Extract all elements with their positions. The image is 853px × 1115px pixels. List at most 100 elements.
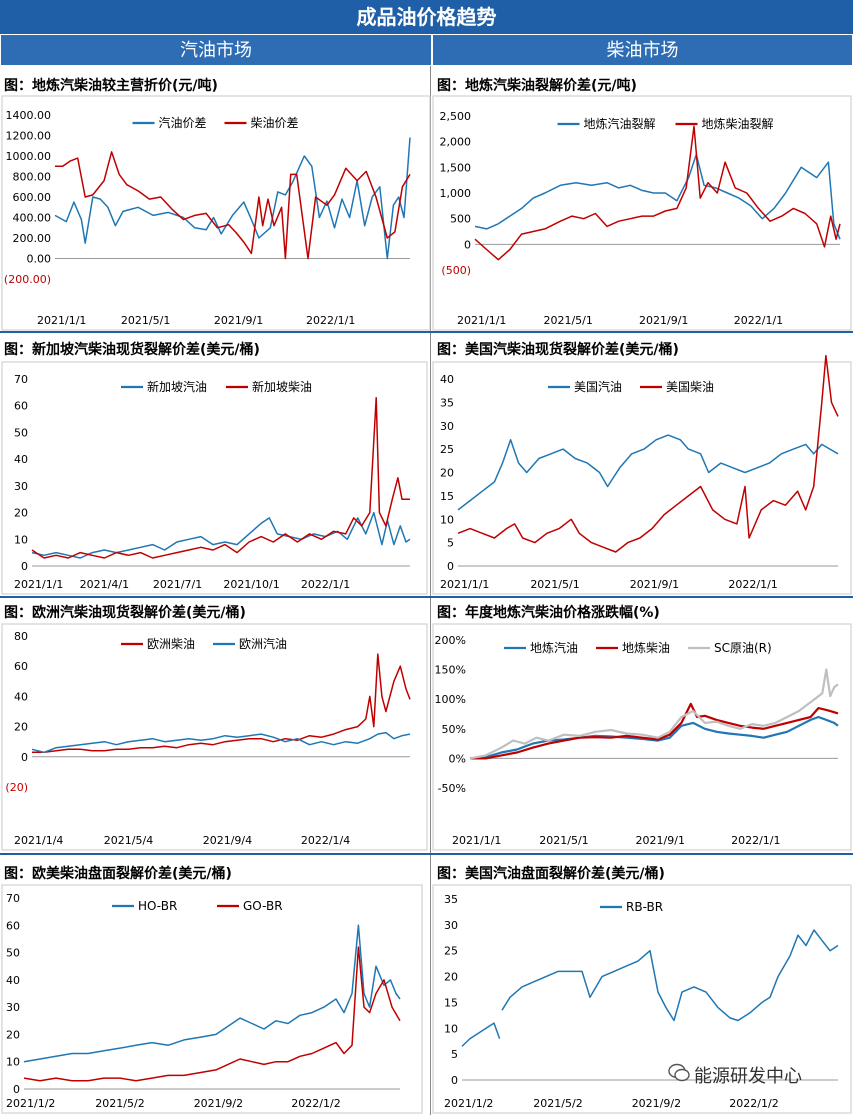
y-tick-label: 0% xyxy=(449,752,466,765)
y-tick-label: 40 xyxy=(14,690,28,703)
y-tick-label: 100% xyxy=(435,693,466,706)
y-tick-label: 20 xyxy=(440,467,454,480)
y-tick-label: 20 xyxy=(14,721,28,734)
chart-title: 图：欧洲汽柴油现货裂解价差(美元/桶) xyxy=(4,604,246,621)
chart-title: 图：新加坡汽柴油现货裂解价差(美元/桶) xyxy=(4,341,260,358)
y-tick-label: 1,500 xyxy=(440,161,472,174)
chart-frame xyxy=(432,361,852,595)
chart-title: 图：美国汽柴油现货裂解价差(美元/桶) xyxy=(437,341,679,358)
x-tick-label: 2022/1/2 xyxy=(291,1097,340,1110)
x-tick-label: 2021/9/1 xyxy=(639,314,688,327)
y-tick-label: 2,000 xyxy=(440,136,472,149)
series-line-2 xyxy=(55,151,411,260)
legend-label: 地炼柴油裂解 xyxy=(702,116,774,131)
y-tick-label: 20 xyxy=(444,971,458,984)
y-tick-label: 1,000 xyxy=(440,187,472,200)
chart-c1: 图：地炼汽柴油较主营折价(元/吨) 1400.00 1200.00 1000.00 80… xyxy=(1,77,431,331)
legend-label: 柴油价差 xyxy=(251,116,299,130)
y-tick-label: 50% xyxy=(442,723,466,736)
x-tick-label: 2022/1/4 xyxy=(301,834,350,847)
x-tick-label: 2021/4/1 xyxy=(80,578,129,591)
chart-frame xyxy=(1,361,428,595)
right-column-header: 柴油市场 xyxy=(432,34,853,66)
y-tick-label: 15 xyxy=(444,996,458,1009)
y-tick-label: 800.00 xyxy=(13,171,52,184)
y-tick-label: 1000.00 xyxy=(6,150,52,163)
x-tick-label: 2022/1/1 xyxy=(301,578,350,591)
series-line-2 xyxy=(31,396,410,559)
y-tick-label: 35 xyxy=(444,893,458,906)
y-tick-label: 80 xyxy=(14,630,28,643)
series-line-1 xyxy=(31,511,411,559)
left-column-header: 汽油市场 xyxy=(0,34,432,66)
chart-title: 图：地炼汽柴油裂解价差(元/吨) xyxy=(437,77,637,94)
series-line-2 xyxy=(474,125,841,261)
series-line-1 xyxy=(32,653,411,754)
y-tick-label: 70 xyxy=(6,892,20,905)
y-tick-label: 0 xyxy=(21,751,28,764)
legend-label: 新加坡汽油 xyxy=(147,379,207,394)
watermark-text: 能源研发中心 xyxy=(694,1066,802,1087)
y-tick-label: 35 xyxy=(440,396,454,409)
x-tick-label: 2021/5/2 xyxy=(533,1097,582,1110)
y-tick-label: 10 xyxy=(6,1056,20,1069)
chart-title: 图：地炼汽柴油较主营折价(元/吨) xyxy=(4,77,218,94)
y-tick-label: 150% xyxy=(435,664,466,677)
x-tick-label: 2021/9/1 xyxy=(214,314,263,327)
chart-title: 图：年度地炼汽柴油价格涨跌幅(%) xyxy=(437,604,660,621)
y-tick-label: 40 xyxy=(440,373,454,386)
y-tick-label: 5 xyxy=(451,1048,458,1061)
chart-frame xyxy=(1,95,431,331)
x-tick-label: 2021/9/1 xyxy=(636,834,685,847)
y-tick-label: 10 xyxy=(14,533,28,546)
x-tick-label: 2022/1/2 xyxy=(729,1097,778,1110)
series-line-1 xyxy=(54,137,411,260)
legend-label: 美国柴油 xyxy=(666,380,714,394)
y-tick-label: 70 xyxy=(14,373,28,386)
x-tick-label: 2022/1/1 xyxy=(306,314,355,327)
x-tick-label: 2021/1/2 xyxy=(444,1097,493,1110)
y-tick-label: 0.00 xyxy=(27,253,52,266)
legend-label: RB-BR xyxy=(626,900,663,914)
x-tick-label: 2021/9/4 xyxy=(203,834,252,847)
x-tick-label: 2021/9/1 xyxy=(630,578,679,591)
chart-c8: 图：美国汽油盘面裂解价差(美元/桶) 35 30 25 20 15 10 5 0 2021/1/2… xyxy=(432,865,852,1114)
x-tick-label: 2021/1/1 xyxy=(452,834,501,847)
y-tick-label: 600.00 xyxy=(13,191,52,204)
chart-c7: 图：欧美柴油盘面裂解价差(美元/桶) 70 60 50 40 30 20 10 02021/1/… xyxy=(1,865,423,1114)
y-tick-label: 25 xyxy=(440,443,454,456)
y-tick-label: 60 xyxy=(14,660,28,673)
x-tick-label: 2021/1/2 xyxy=(6,1097,55,1110)
legend-label: 地炼柴油 xyxy=(622,640,670,655)
y-tick-label: 10 xyxy=(440,513,454,526)
chart-c5: 图：欧洲汽柴油现货裂解价差(美元/桶) 80 60 40 20 0 (20) 2021/1/4… xyxy=(1,604,428,851)
chart-c4: 图：美国汽柴油现货裂解价差(美元/桶) 40 35 30 25 20 15 10 5 0 2021/… xyxy=(432,341,852,595)
series-line-2 xyxy=(501,929,839,1022)
x-tick-label: 2021/7/1 xyxy=(153,578,202,591)
y-tick-label: 20 xyxy=(6,1028,20,1041)
y-tick-label: 30 xyxy=(444,919,458,932)
y-tick-label: (500) xyxy=(441,264,471,277)
series-line-2 xyxy=(470,702,839,760)
chart-frame xyxy=(1,884,423,1114)
chart-title: 图：欧美柴油盘面裂解价差(美元/桶) xyxy=(4,865,232,882)
y-tick-label: 0 xyxy=(21,560,28,573)
x-tick-label: 2021/5/1 xyxy=(121,314,170,327)
x-tick-label: 2021/9/2 xyxy=(194,1097,243,1110)
y-tick-label: 10 xyxy=(444,1022,458,1035)
series-line-2 xyxy=(457,354,839,553)
row-divider-1 xyxy=(0,331,853,333)
chart-frame xyxy=(432,95,852,331)
y-tick-label: 60 xyxy=(6,919,20,932)
y-tick-label: 0 xyxy=(13,1083,20,1096)
y-tick-label: 1400.00 xyxy=(6,109,52,122)
chart-title: 图：美国汽油盘面裂解价差(美元/桶) xyxy=(437,865,665,882)
column-divider xyxy=(430,66,431,1115)
y-tick-label: 60 xyxy=(14,400,28,413)
wechat-icon xyxy=(668,1063,690,1082)
x-tick-label: 2021/10/1 xyxy=(223,578,279,591)
y-tick-label: -50% xyxy=(438,782,466,795)
legend-label: SC原油(R) xyxy=(714,641,772,655)
y-tick-label: 25 xyxy=(444,945,458,958)
